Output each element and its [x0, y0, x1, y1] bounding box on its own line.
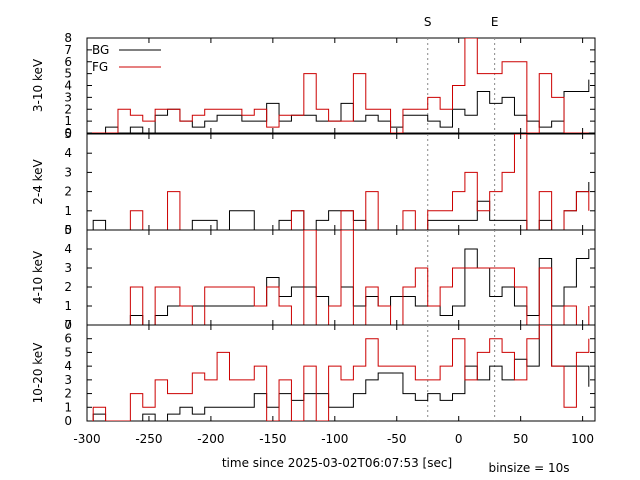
y-tick-label: 0 [64, 414, 72, 428]
y-tick-label: 0 [64, 126, 72, 140]
y-tick-label: 1 [64, 299, 72, 313]
x-tick-label: -50 [387, 432, 407, 446]
marker-label-e: E [491, 15, 499, 29]
y-axis-label: 3-10 keV [31, 58, 45, 112]
x-tick-label: 50 [513, 432, 528, 446]
y-tick-label: 4 [64, 146, 72, 160]
series-fg-line [87, 38, 589, 133]
y-tick-label: 3 [64, 373, 72, 387]
y-tick-label: 5 [64, 67, 72, 81]
y-tick-label: 4 [64, 242, 72, 256]
y-tick-label: 2 [64, 185, 72, 199]
y-tick-label: 2 [64, 280, 72, 294]
y-axis-label: 2-4 keV [31, 158, 45, 204]
series-bg-line [87, 182, 590, 230]
x-tick-label: -100 [321, 432, 348, 446]
y-tick-label: 3 [64, 90, 72, 104]
legend: BG FG [92, 43, 161, 74]
series-bg-line [87, 325, 590, 421]
x-tick-label: -300 [73, 432, 100, 446]
y-tick-label: 7 [64, 43, 72, 57]
y-tick-label: 0 [64, 223, 72, 237]
y-tick-label: 1 [64, 114, 72, 128]
panel-3: 0 1 2 3 4 5 4-10 keV [31, 223, 596, 332]
x-tick-label: -150 [259, 432, 286, 446]
y-tick-label: 6 [64, 332, 72, 346]
y-tick-label: 6 [64, 55, 72, 69]
legend-label-bg: BG [92, 43, 109, 57]
y-tick-label: 5 [64, 127, 72, 141]
series-fg-line [87, 325, 590, 421]
x-tick-label: 100 [571, 432, 594, 446]
binsize-label: binsize = 10s [488, 461, 569, 475]
panel-2: 0 1 2 3 4 5 2-4 keV [31, 127, 596, 237]
y-axis-label: 10-20 keV [31, 342, 45, 404]
x-tick-label: 0 [455, 432, 463, 446]
series-bg-line [87, 79, 590, 133]
x-axis-label: time since 2025-03-02T06:07:53 [sec] [222, 456, 452, 470]
y-tick-label: 1 [64, 400, 72, 414]
y-tick-label: 7 [64, 318, 72, 332]
y-tick-label: 1 [64, 204, 72, 218]
y-axis-label: 4-10 keV [31, 250, 45, 304]
panel-frame [86, 324, 596, 422]
legend-label-fg: FG [92, 60, 108, 74]
x-tick-label: -200 [197, 432, 224, 446]
y-tick-label: 5 [64, 345, 72, 359]
y-tick-label: 8 [64, 31, 72, 45]
y-tick-label: 2 [64, 387, 72, 401]
y-tick-label: 3 [64, 261, 72, 275]
y-tick-label: 4 [64, 359, 72, 373]
y-tick-label: 2 [64, 102, 72, 116]
series-fg-line [87, 134, 590, 230]
x-tick-label: -250 [135, 432, 162, 446]
marker-label-s: S [424, 15, 432, 29]
series-fg-line [87, 230, 590, 325]
y-tick-label: 3 [64, 165, 72, 179]
y-tick-label: 4 [64, 79, 72, 93]
y-tick-label: 5 [64, 223, 72, 237]
y-tick-label: 0 [64, 318, 72, 332]
